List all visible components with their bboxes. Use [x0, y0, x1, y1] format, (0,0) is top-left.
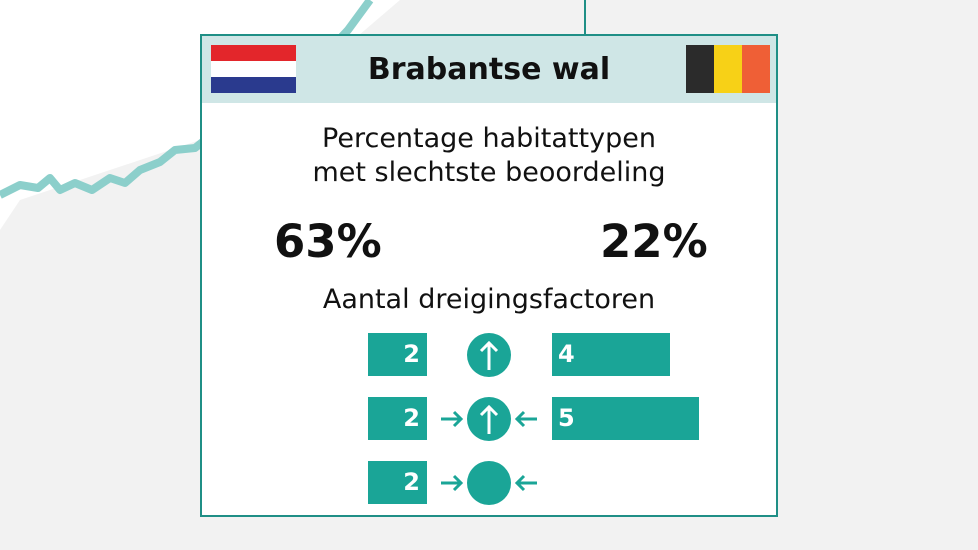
info-card: Brabantse wal Percentage habitattypen me…: [200, 34, 778, 517]
subtitle-line-1: Percentage habitattypen: [322, 123, 656, 154]
subtitle: Percentage habitattypen met slechtste be…: [202, 122, 776, 190]
card-title: Brabantse wal: [367, 52, 611, 87]
inward-arrows-circle-icon: [441, 461, 537, 505]
card-header: Brabantse wal: [202, 36, 776, 103]
threat-bar-nl-1: 2: [368, 333, 427, 376]
inward-arrows-up-circle-icon: [441, 397, 537, 441]
threat-bar-be-1: 4: [552, 333, 670, 376]
netherlands-flag-icon: [211, 45, 296, 93]
percentage-netherlands: 63%: [274, 215, 382, 268]
percentage-belgium: 22%: [600, 215, 708, 268]
belgium-flag-icon: [686, 45, 770, 93]
threat-bar-be-2: 5: [552, 397, 699, 440]
threats-title: Aantal dreigingsfactoren: [322, 284, 656, 315]
arrow-up-circle-icon: [467, 333, 511, 377]
threat-bar-nl-2: 2: [368, 397, 427, 440]
subtitle-line-2: met slechtste beoordeling: [312, 157, 666, 188]
threat-bar-nl-3: 2: [368, 461, 427, 504]
